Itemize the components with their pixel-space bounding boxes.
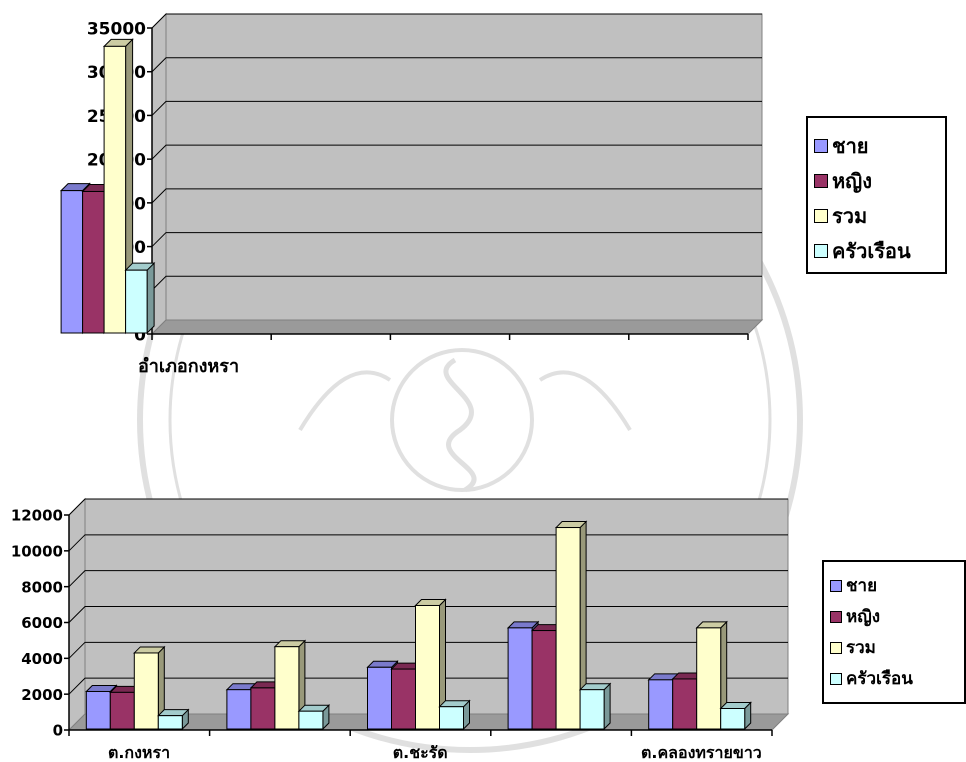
chart1-x-category-label: อำเภอกงหรา: [138, 356, 239, 377]
chart2-y-tick-label: 4000: [21, 650, 63, 668]
chart2-bar-front: [133, 652, 159, 730]
chart2-bar-front: [367, 666, 392, 730]
chart2-bar-front: [157, 715, 183, 730]
chart2-gridline: [68, 570, 788, 588]
chart2-bar-top: [695, 621, 728, 629]
chart2-bar-top: [366, 660, 399, 668]
chart2-bar-front: [274, 646, 300, 730]
chart1-bar: [102, 38, 134, 335]
chart2-bar-top: [719, 702, 752, 709]
chart2-bar-front: [109, 691, 135, 730]
chart2-legend-label: หญิง: [846, 607, 880, 627]
chart2-legend-swatch: [830, 672, 842, 685]
chart1-legend-label: ชาย: [832, 133, 869, 158]
chart2-legend-item: ชาย: [830, 570, 964, 601]
chart1-gridline: [151, 13, 762, 29]
chart2-bar-front: [555, 527, 581, 730]
chart2-bar: [438, 699, 471, 731]
chart1-gridline: [151, 57, 762, 73]
chart2-bar-front: [531, 630, 557, 730]
chart2-legend: ชายหญิงรวมครัวเรือน: [822, 560, 966, 704]
chart1-legend-label: หญิง: [832, 168, 872, 193]
chart2-bar: [133, 645, 166, 731]
chart2-bar-front: [672, 678, 698, 730]
chart1-legend-swatch: [814, 138, 828, 153]
chart2-bar-top: [157, 709, 190, 717]
chart1-legend: ชายหญิงรวมครัวเรือน: [806, 116, 947, 274]
chart2-y-tick-label: 10000: [11, 543, 63, 561]
chart2-bar-front: [648, 679, 674, 730]
chart2-legend-swatch: [830, 610, 842, 623]
chart1-bar-front: [125, 269, 148, 334]
chart2-bar: [578, 682, 612, 731]
chart2-bar-top: [578, 683, 612, 691]
chart2-bar-front: [85, 690, 111, 730]
chart2-bar-front: [298, 710, 324, 730]
chart1-legend-swatch: [814, 208, 828, 223]
chart1-bar: [124, 261, 156, 335]
chart2-bar: [414, 598, 447, 731]
chart2-bar-front: [720, 708, 746, 730]
chart1-legend-item: รวม: [814, 198, 945, 233]
chart2-bar-front: [391, 668, 416, 730]
chart1-legend-label: ครัวเรือน: [832, 238, 911, 263]
chart1-gridline: [151, 232, 762, 247]
chart2-legend-label: ชาย: [846, 576, 878, 596]
chart2-legend-label: ครัวเรือน: [846, 669, 913, 689]
chart2-bar: [157, 708, 190, 731]
chart2-y-tick-label: 12000: [11, 507, 63, 525]
chart2-x-category-label: ต.คลองทรายขาว: [641, 743, 762, 762]
chart2-bar-top: [438, 700, 471, 708]
chart2-y-tick-label: 6000: [21, 614, 63, 632]
chart2-legend-item: รวม: [830, 632, 964, 663]
chart2-bar: [554, 520, 588, 731]
chart2-bar-top: [554, 521, 588, 529]
chart1-legend-item: หญิง: [814, 163, 945, 198]
chart2-bar: [719, 701, 752, 731]
chart2-bar: [695, 620, 728, 731]
chart2-y-tick-label: 2000: [21, 686, 63, 704]
chart2-bar-front: [579, 689, 605, 730]
chart1-legend-item: ชาย: [814, 128, 945, 163]
chart1-legend-swatch: [814, 173, 828, 188]
chart2-bar: [297, 703, 331, 731]
chart2-bar-top: [506, 621, 540, 629]
chart2-gridline: [68, 606, 788, 623]
chart2-bar-front: [226, 689, 252, 730]
chart2-legend-item: หญิง: [830, 601, 964, 632]
chart2-legend-item: ครัวเรือน: [830, 663, 964, 694]
chart2-bar-front: [415, 604, 440, 730]
chart2-bar-front: [507, 627, 533, 730]
chart2-y-tick-label: 0: [53, 722, 63, 740]
chart1-legend-swatch: [814, 243, 828, 258]
chart2-bar-top: [414, 598, 447, 606]
chart2-legend-swatch: [830, 579, 842, 592]
chart2-x-category-label: ต.กงหรา: [108, 743, 170, 762]
chart2-bar: [647, 672, 680, 731]
chart1-gridline: [151, 275, 762, 291]
chart1-gridline: [151, 100, 762, 116]
chart2-bar-front: [439, 706, 464, 730]
chart2-bar-front: [696, 627, 722, 730]
chart1-legend-item: ครัวเรือน: [814, 233, 945, 268]
chart1-gridline: [151, 144, 762, 160]
chart2-bar-top: [133, 646, 166, 654]
chart2-bar-front: [250, 687, 276, 730]
chart1-legend-label: รวม: [832, 203, 868, 228]
chart2-bar-top: [273, 640, 307, 648]
chart1-gridline: [151, 188, 762, 204]
chart2-x-category-label: ต.ชะรัด: [393, 743, 448, 762]
chart2-gridline: [68, 534, 788, 552]
chart2-y-tick-label: 8000: [21, 578, 63, 596]
chart2-legend-label: รวม: [846, 638, 876, 658]
chart2-gridline: [68, 498, 788, 516]
chart2-bar-side: [603, 682, 611, 731]
chart2-bar: [273, 639, 307, 731]
chart2-bar-top: [297, 704, 331, 712]
chart1-y-tick-label: 35000: [87, 19, 146, 39]
chart2-legend-swatch: [830, 641, 842, 654]
chart1-bar-front: [103, 45, 127, 334]
